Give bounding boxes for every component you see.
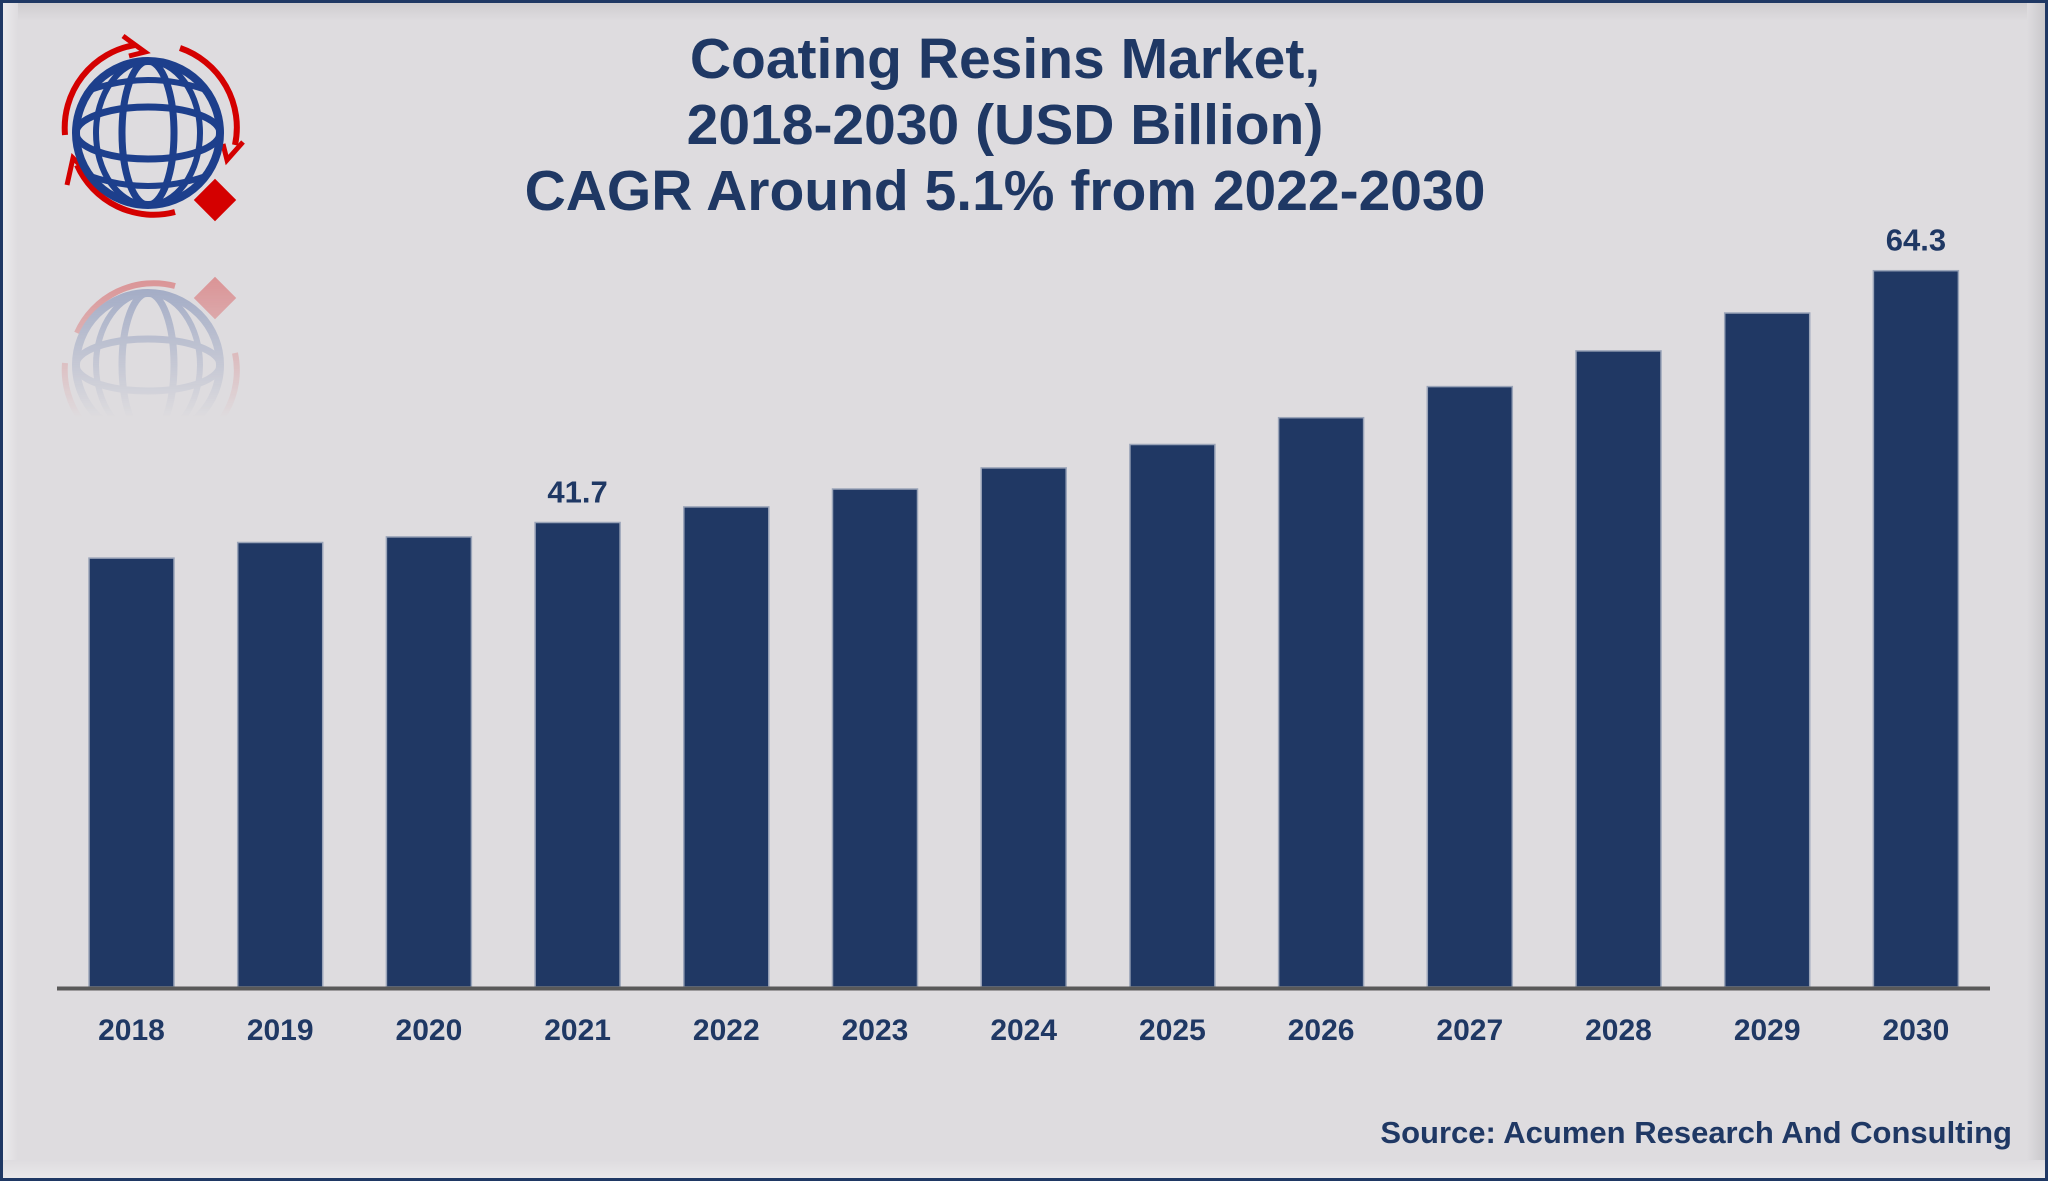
chart-title-line-3: CAGR Around 5.1% from 2022-2030 <box>524 159 1486 223</box>
bars-group <box>88 269 1960 988</box>
data-label-2021: 41.7 <box>547 475 607 510</box>
chart-title-line-2: 2018-2030 (USD Billion) <box>686 93 1324 157</box>
frame-bevel-right <box>2027 3 2045 1178</box>
frame-bevel-bottom <box>3 1160 2045 1178</box>
bar-2028 <box>1575 350 1662 988</box>
bar-2025 <box>1129 443 1216 988</box>
bar-2023 <box>831 488 919 988</box>
bar-2030 <box>1872 269 1960 988</box>
bar-2022 <box>683 506 770 988</box>
x-tick-label-2028: 2028 <box>1585 1014 1652 1047</box>
frame-bevel-left <box>3 3 18 1178</box>
x-tick-label-2023: 2023 <box>842 1014 909 1047</box>
source-note: Source: Acumen Research And Consulting <box>1380 1115 2012 1150</box>
chart-title-line-1: Coating Resins Market, <box>689 27 1321 91</box>
bar-2021 <box>534 521 621 988</box>
chart-title: Coating Resins Market, 2018-2030 (USD Bi… <box>500 26 1510 224</box>
globe-logo-icon <box>61 33 245 222</box>
x-tick-labels: 2018 2019 2020 2021 2022 2023 2024 2025 2026 2027… <box>98 1014 1949 1047</box>
x-tick-label-2024: 2024 <box>990 1014 1057 1047</box>
data-labels: 41.7 64.3 <box>547 223 1946 510</box>
x-tick-label-2027: 2027 <box>1436 1014 1503 1047</box>
data-label-2030: 64.3 <box>1886 223 1946 258</box>
x-tick-label-2025: 2025 <box>1139 1014 1206 1047</box>
bar-2018 <box>88 557 175 988</box>
x-tick-label-2022: 2022 <box>693 1014 760 1047</box>
x-tick-label-2018: 2018 <box>98 1014 165 1047</box>
x-tick-label-2029: 2029 <box>1734 1014 1801 1047</box>
bar-2027 <box>1426 385 1514 988</box>
x-tick-label-2020: 2020 <box>396 1014 463 1047</box>
bar-2024 <box>980 467 1067 988</box>
x-tick-label-2021: 2021 <box>544 1014 611 1047</box>
bar-2026 <box>1277 416 1365 988</box>
bar-2019 <box>236 541 324 988</box>
x-tick-label-2026: 2026 <box>1288 1014 1355 1047</box>
globe-logo-reflection-icon <box>61 276 240 456</box>
x-tick-label-2019: 2019 <box>247 1014 314 1047</box>
x-tick-label-2030: 2030 <box>1883 1014 1950 1047</box>
frame-bevel-top <box>3 3 2045 21</box>
bar-2020 <box>385 536 473 988</box>
bar-2029 <box>1723 312 1811 988</box>
